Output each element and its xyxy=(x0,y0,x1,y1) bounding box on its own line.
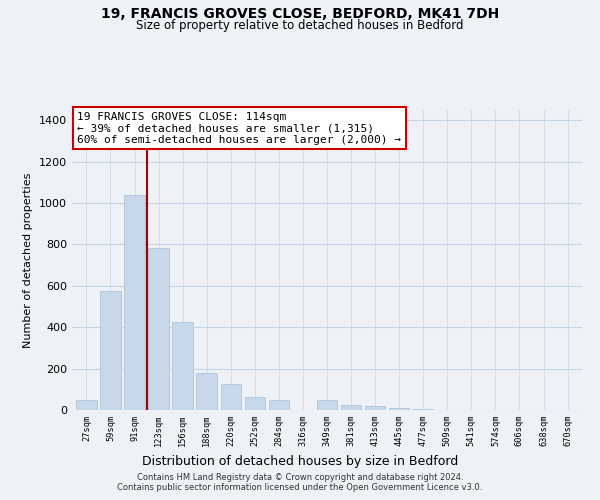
Text: 19, FRANCIS GROVES CLOSE, BEDFORD, MK41 7DH: 19, FRANCIS GROVES CLOSE, BEDFORD, MK41 … xyxy=(101,8,499,22)
Bar xyxy=(365,406,385,410)
Bar xyxy=(196,373,217,410)
Bar xyxy=(76,400,97,410)
Bar xyxy=(172,322,193,410)
Text: Distribution of detached houses by size in Bedford: Distribution of detached houses by size … xyxy=(142,455,458,468)
Bar xyxy=(124,195,145,410)
Text: Contains HM Land Registry data © Crown copyright and database right 2024.
Contai: Contains HM Land Registry data © Crown c… xyxy=(118,473,482,492)
Bar xyxy=(245,396,265,410)
Y-axis label: Number of detached properties: Number of detached properties xyxy=(23,172,34,348)
Bar xyxy=(389,408,409,410)
Bar xyxy=(100,291,121,410)
Bar xyxy=(221,384,241,410)
Bar xyxy=(341,405,361,410)
Bar xyxy=(317,400,337,410)
Text: 19 FRANCIS GROVES CLOSE: 114sqm
← 39% of detached houses are smaller (1,315)
60%: 19 FRANCIS GROVES CLOSE: 114sqm ← 39% of… xyxy=(77,112,401,144)
Bar xyxy=(148,248,169,410)
Text: Size of property relative to detached houses in Bedford: Size of property relative to detached ho… xyxy=(136,18,464,32)
Bar xyxy=(269,400,289,410)
